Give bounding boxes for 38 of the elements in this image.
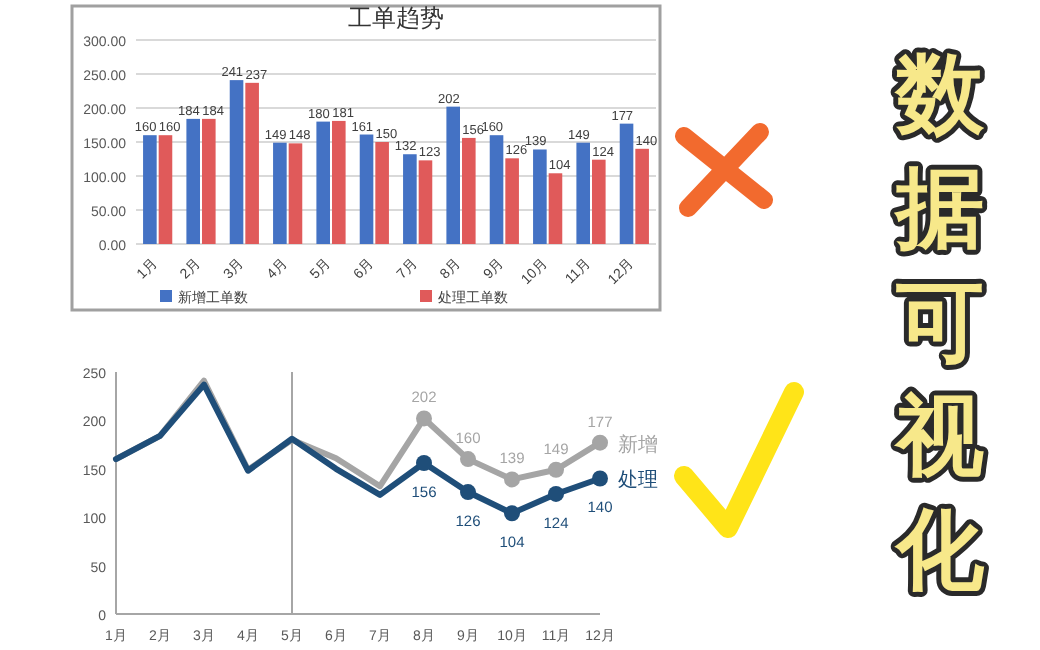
bar: [533, 149, 547, 244]
bar: [158, 135, 173, 244]
bar: [375, 142, 389, 244]
chart-title: 工单趋势: [348, 4, 444, 32]
point: [460, 484, 476, 501]
bar: [332, 120, 346, 244]
bar: [548, 173, 563, 244]
point: [460, 451, 476, 468]
bar: [245, 82, 259, 244]
point: [504, 505, 520, 522]
bar: [592, 159, 606, 244]
bar: [316, 121, 330, 244]
bar: [202, 118, 216, 244]
bar: [273, 142, 287, 244]
bar: [489, 135, 504, 244]
point: [416, 410, 432, 427]
point: [548, 461, 564, 478]
bar: [418, 160, 433, 244]
bar: [635, 148, 649, 244]
bar: [462, 137, 476, 244]
bar: [143, 135, 157, 244]
point: [592, 470, 608, 487]
bar: [229, 80, 244, 244]
point: [416, 454, 432, 471]
bar: [359, 134, 374, 244]
point: [548, 485, 564, 502]
bar: [619, 123, 634, 244]
bar: [288, 143, 303, 244]
bar: [505, 158, 519, 244]
bar: [446, 106, 460, 244]
bar: [576, 142, 590, 244]
point: [504, 471, 520, 488]
text: 数据可视化: [892, 46, 986, 600]
point: [592, 434, 608, 451]
series-label: 新增: [618, 432, 658, 457]
series-label: 处理: [618, 468, 658, 493]
bar: [403, 154, 417, 244]
bar: [186, 118, 200, 244]
